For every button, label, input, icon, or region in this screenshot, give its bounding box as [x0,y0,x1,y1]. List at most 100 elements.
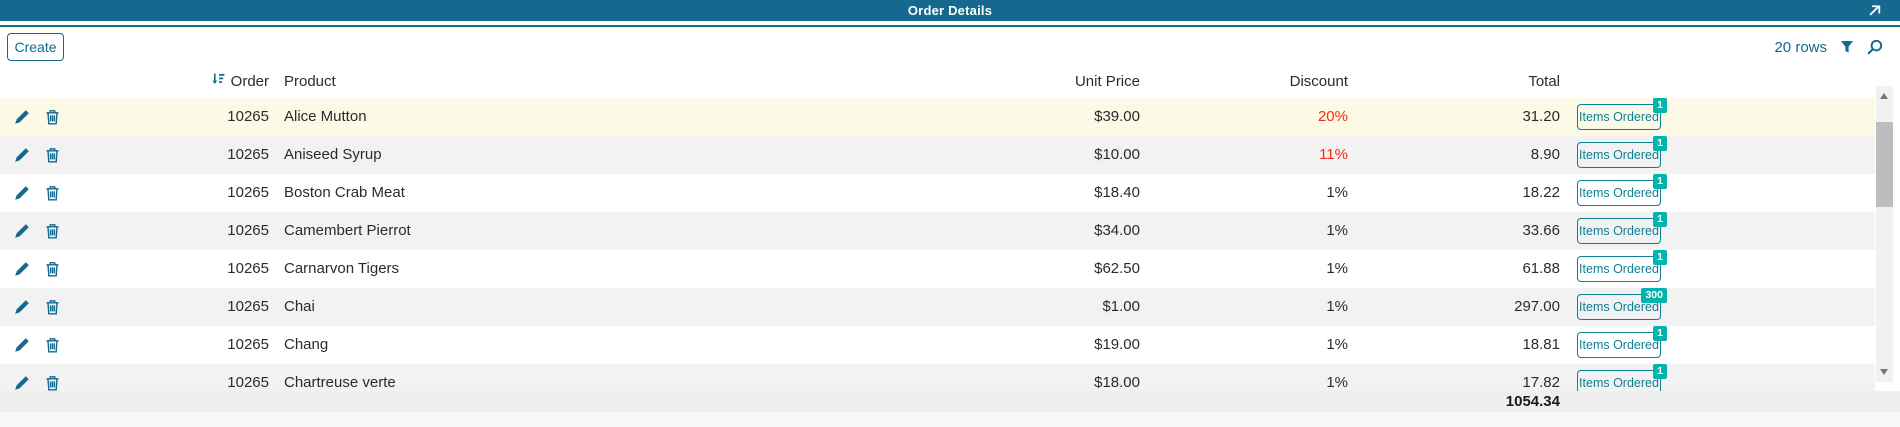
rows-count-label: 20 rows [1774,38,1827,56]
row-actions [14,136,74,174]
total-cell: 18.81 [1522,336,1560,353]
edit-row-button[interactable] [14,223,30,239]
items-ordered-label: Items Ordered [1579,338,1659,352]
table-row[interactable]: 10265 Aniseed Syrup $10.00 11% 8.90 Item… [0,136,1875,174]
grid-body: 10265 Alice Mutton $39.00 20% 31.20 Item… [0,98,1875,391]
edit-row-button[interactable] [14,375,30,391]
grid-footer: 1054.34 [0,391,1900,412]
discount-cell: 11% [1319,146,1348,163]
items-ordered-button[interactable]: Items Ordered 300 [1577,288,1667,321]
table-row[interactable]: 10265 Boston Crab Meat $18.40 1% 18.22 I… [0,174,1875,212]
items-ordered-button[interactable]: Items Ordered 1 [1577,136,1667,169]
table-row[interactable]: 10265 Camembert Pierrot $34.00 1% 33.66 … [0,212,1875,250]
items-ordered-button[interactable]: Items Ordered 1 [1577,364,1667,391]
edit-row-button[interactable] [14,299,30,315]
table-row[interactable]: 10265 Chartreuse verte $18.00 1% 17.82 I… [0,364,1875,391]
delete-row-button[interactable] [45,109,60,125]
table-row[interactable]: 10265 Alice Mutton $39.00 20% 31.20 Item… [0,98,1875,136]
items-count-badge: 1 [1653,250,1667,265]
table-header: Order Product Unit Price Discount Total [0,66,1875,98]
column-header-order[interactable]: Order [150,66,269,98]
unit-price-cell: $1.00 [1102,298,1140,315]
row-actions [14,212,74,250]
arrow-up-right-icon [1868,5,1882,20]
discount-cell: 1% [1326,374,1348,391]
items-ordered-button[interactable]: Items Ordered 1 [1577,212,1667,245]
footer-total: 1054.34 [1505,393,1560,410]
total-cell: 61.88 [1522,260,1560,277]
column-header-total[interactable]: Total [1528,73,1560,90]
items-cell: Items Ordered 1 [1577,326,1677,364]
items-ordered-label: Items Ordered [1579,300,1659,314]
product-cell: Carnarvon Tigers [284,260,400,277]
delete-row-button[interactable] [45,147,60,163]
discount-cell: 1% [1326,184,1348,201]
unit-price-cell: $10.00 [1094,146,1140,163]
unit-price-cell: $39.00 [1094,108,1140,125]
discount-cell: 20% [1317,108,1348,125]
items-ordered-button[interactable]: Items Ordered 1 [1577,98,1667,131]
product-cell: Camembert Pierrot [284,222,411,239]
table-row[interactable]: 10265 Carnarvon Tigers $62.50 1% 61.88 I… [0,250,1875,288]
unit-price-cell: $62.50 [1094,260,1140,277]
edit-row-button[interactable] [14,261,30,277]
table-row[interactable]: 10265 Chang $19.00 1% 18.81 Items Ordere… [0,326,1875,364]
items-ordered-button[interactable]: Items Ordered 1 [1577,250,1667,283]
items-cell: Items Ordered 1 [1577,212,1677,250]
product-cell: Chai [284,298,315,315]
order-cell: 10265 [227,374,269,391]
total-cell: 8.90 [1530,146,1560,163]
column-header-order-label: Order [230,73,269,90]
delete-row-button[interactable] [45,375,60,391]
edit-row-button[interactable] [14,147,30,163]
unit-price-cell: $34.00 [1094,222,1140,239]
delete-row-button[interactable] [45,299,60,315]
column-header-unit-price[interactable]: Unit Price [1074,73,1140,90]
unit-price-cell: $19.00 [1094,336,1140,353]
items-ordered-label: Items Ordered [1579,262,1659,276]
discount-cell: 1% [1326,336,1348,353]
filter-icon[interactable] [1840,40,1854,54]
items-count-badge: 1 [1653,98,1667,113]
scroll-down-arrow-icon[interactable] [1880,369,1888,375]
create-button[interactable]: Create [7,33,64,61]
page-title: Order Details [907,3,993,18]
footer-spacer [0,412,1900,427]
product-cell: Boston Crab Meat [284,184,405,201]
delete-row-button[interactable] [45,223,60,239]
column-header-product[interactable]: Product [284,73,336,90]
edit-row-button[interactable] [14,185,30,201]
table-row[interactable]: 10265 Chai $1.00 1% 297.00 Items Ordered… [0,288,1875,326]
search-icon[interactable] [1867,39,1883,55]
column-header-discount[interactable]: Discount [1289,73,1348,90]
order-cell: 10265 [227,108,269,125]
delete-row-button[interactable] [45,185,60,201]
order-cell: 10265 [227,298,269,315]
items-count-badge: 1 [1653,174,1667,189]
items-count-badge: 1 [1653,136,1667,151]
order-cell: 10265 [227,222,269,239]
row-actions [14,326,74,364]
delete-row-button[interactable] [45,261,60,277]
unit-price-cell: $18.00 [1094,374,1140,391]
delete-row-button[interactable] [45,337,60,353]
edit-row-button[interactable] [14,337,30,353]
accent-divider [0,25,1900,27]
scroll-up-arrow-icon[interactable] [1880,93,1888,99]
unit-price-cell: $18.40 [1094,184,1140,201]
total-cell: 31.20 [1522,108,1560,125]
total-cell: 33.66 [1522,222,1560,239]
scrollbar-thumb[interactable] [1876,122,1893,207]
total-cell: 17.82 [1522,374,1560,391]
edit-row-button[interactable] [14,109,30,125]
items-ordered-button[interactable]: Items Ordered 1 [1577,174,1667,207]
items-cell: Items Ordered 1 [1577,364,1677,391]
items-cell: Items Ordered 1 [1577,250,1677,288]
expand-button[interactable] [1867,3,1882,18]
items-ordered-label: Items Ordered [1579,376,1659,390]
vertical-scrollbar[interactable] [1876,86,1893,382]
items-count-badge: 1 [1653,212,1667,227]
items-ordered-label: Items Ordered [1579,148,1659,162]
items-ordered-button[interactable]: Items Ordered 1 [1577,326,1667,359]
